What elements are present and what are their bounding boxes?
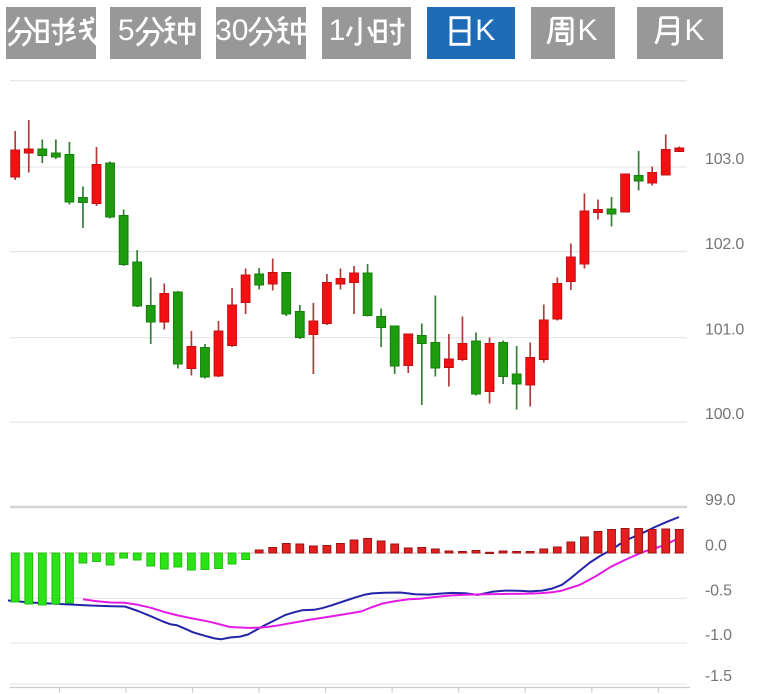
svg-text:100.0: 100.0 — [705, 406, 744, 423]
svg-text:103.0: 103.0 — [705, 151, 744, 168]
svg-text:-0.5: -0.5 — [705, 582, 732, 599]
svg-text:-1.5: -1.5 — [705, 668, 732, 685]
svg-text:102.0: 102.0 — [705, 236, 744, 253]
svg-text:-1.0: -1.0 — [705, 627, 732, 644]
svg-text:101.0: 101.0 — [705, 321, 744, 338]
svg-text:99.0: 99.0 — [705, 492, 736, 509]
svg-text:0.0: 0.0 — [705, 538, 727, 555]
